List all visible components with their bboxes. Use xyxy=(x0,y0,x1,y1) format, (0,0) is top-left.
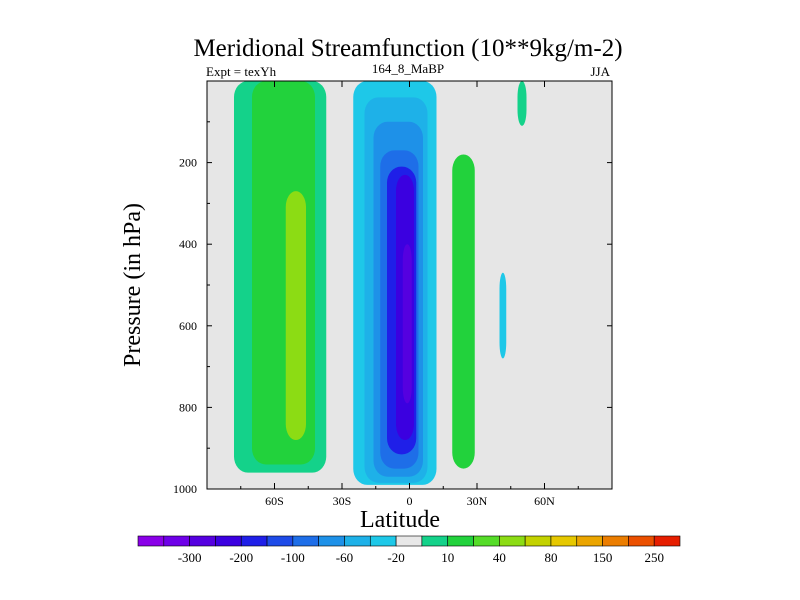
colorbar-bin xyxy=(292,535,319,547)
colorbar-bin xyxy=(421,535,449,547)
hadley-cell-center-region xyxy=(402,244,412,404)
x-tick-label: 60S xyxy=(265,494,284,508)
contour-fill-layer xyxy=(234,81,527,485)
colorbar-label: 40 xyxy=(493,550,506,565)
colorbar-bin xyxy=(550,535,578,547)
colorbar-bin xyxy=(524,535,552,547)
sh-cell-core-region xyxy=(285,191,306,441)
y-axis: 200 400 600 800 1000 xyxy=(173,121,612,496)
colorbar-bin xyxy=(344,535,371,547)
y-tick-label: 200 xyxy=(179,156,197,170)
colorbar-bin xyxy=(576,535,603,547)
nh-cell-region xyxy=(452,154,475,469)
x-tick-label: 0 xyxy=(407,494,413,508)
colorbar-bin xyxy=(369,535,397,547)
x-tick-label: 30N xyxy=(467,494,488,508)
colorbar-label: 250 xyxy=(644,550,664,565)
colorbar-bin xyxy=(163,535,190,547)
colorbar: -300 -200 -100 -60 -20 10 40 80 150 250 xyxy=(137,535,681,565)
x-axis-label: Latitude xyxy=(360,507,440,533)
colorbar-bin xyxy=(473,535,500,547)
experiment-label: Expt = texYh xyxy=(206,64,277,79)
nh-small-cell-region xyxy=(499,272,507,359)
season-label: JJA xyxy=(590,64,610,79)
colorbar-bin xyxy=(318,535,345,547)
colorbar-label: -100 xyxy=(281,550,305,565)
colorbar-label: -300 xyxy=(178,550,202,565)
colorbar-bin xyxy=(602,535,629,547)
y-tick-label: 400 xyxy=(179,237,197,251)
colorbar-label: 80 xyxy=(544,550,557,565)
colorbar-bin xyxy=(240,535,268,547)
colorbar-label: -200 xyxy=(229,550,253,565)
x-tick-label: 30S xyxy=(333,494,352,508)
colorbar-bin xyxy=(395,535,423,547)
run-label: 164_8_MaBP xyxy=(372,61,444,76)
colorbar-bin xyxy=(499,535,526,547)
colorbar-bin xyxy=(447,535,474,547)
colorbar-bin xyxy=(653,535,681,547)
chart-title: Meridional Streamfunction (10**9kg/m-2) xyxy=(193,35,622,62)
y-axis-label: Pressure (in hPa) xyxy=(120,203,146,367)
colorbar-label: 150 xyxy=(593,550,613,565)
colorbar-bin xyxy=(189,535,216,547)
colorbar-bin xyxy=(266,535,294,547)
colorbar-bin xyxy=(137,535,165,547)
colorbar-label: -60 xyxy=(336,550,353,565)
colorbar-label: -20 xyxy=(387,550,404,565)
x-tick-label: 60N xyxy=(534,494,555,508)
colorbar-label: 10 xyxy=(441,550,454,565)
y-tick-label: 1000 xyxy=(173,482,197,496)
y-tick-label: 800 xyxy=(179,400,197,414)
colorbar-bin xyxy=(215,535,242,547)
y-tick-label: 600 xyxy=(179,319,197,333)
colorbar-bin xyxy=(628,535,655,547)
nh-top-cell-region xyxy=(517,81,527,126)
x-axis: 60S 30S 0 30N 60N xyxy=(240,81,579,508)
